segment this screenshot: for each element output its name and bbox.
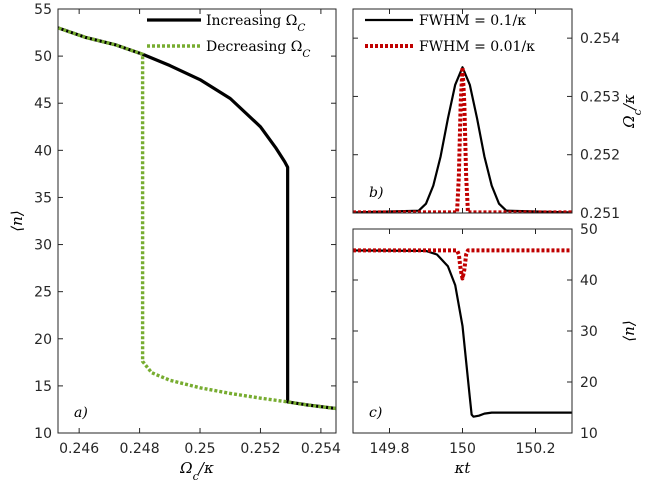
- xtick-label-c: 149.8: [369, 441, 409, 457]
- ytick-label-a: 45: [34, 96, 52, 112]
- xtick-label-a: 0.25: [184, 441, 215, 457]
- axes-frame-a: [57, 8, 337, 434]
- panel-label-b: b): [369, 185, 383, 201]
- series-a-2-line: [58, 26, 336, 411]
- panel-c: 10 20 30 40 50 149.8 150 150.2 κt ⟨n⟩ c): [352, 222, 638, 477]
- ytick-label-a: 10: [34, 426, 52, 442]
- legend-b: FWHM = 0.1/κ FWHM = 0.01/κ: [365, 13, 535, 55]
- ylabel-b: Ωc/κ: [620, 94, 644, 129]
- ytick-label-b: 0.252: [580, 148, 620, 164]
- panel-label-c: c): [369, 405, 382, 421]
- ytick-label-c: 40: [580, 273, 598, 289]
- series-b-1-line: [353, 66, 572, 213]
- legend-a: Increasing ΩC Decreasing ΩC: [147, 13, 310, 60]
- ytick-label-b: 0.254: [580, 31, 620, 47]
- legend-label-a-2: Decreasing ΩC: [206, 39, 310, 60]
- ytick-label-b: 0.253: [580, 89, 620, 105]
- ylabel-c: ⟨n⟩: [620, 320, 638, 341]
- panel-label-a: a): [74, 405, 88, 421]
- series-a-1-line: [58, 26, 336, 411]
- legend-label-b-2: FWHM = 0.01/κ: [419, 39, 535, 55]
- xlabel-c: κt: [454, 459, 472, 477]
- ytick-label-b: 0.251: [580, 206, 620, 222]
- ylabel-a: ⟨n⟩: [8, 210, 26, 231]
- xlabel-a: Ωc/κ: [179, 459, 214, 483]
- ytick-label-c: 50: [580, 222, 598, 238]
- ytick-label-a: 40: [34, 143, 52, 159]
- xtick-label-c: 150.2: [515, 441, 555, 457]
- xtick-label-a: 0.246: [59, 441, 99, 457]
- ytick-label-a: 20: [34, 332, 52, 348]
- ytick-label-a: 35: [34, 190, 52, 206]
- panel-a: 10 15 20 25 30 35 40 45 50 55 0.246 0.248 0.25 0.252 0…: [8, 2, 341, 483]
- series-c-2-line: [353, 248, 572, 281]
- ytick-label-a: 50: [34, 49, 52, 65]
- xtick-label-a: 0.254: [301, 441, 341, 457]
- ytick-label-c: 10: [580, 426, 598, 442]
- legend-label-b-1: FWHM = 0.1/κ: [419, 13, 526, 29]
- ytick-label-c: 20: [580, 375, 598, 391]
- ytick-label-c: 30: [580, 324, 598, 340]
- ytick-label-a: 25: [34, 285, 52, 301]
- xtick-label-c: 150: [449, 441, 476, 457]
- ytick-label-a: 55: [34, 2, 52, 18]
- series-c-1-line: [353, 249, 572, 418]
- ytick-label-a: 30: [34, 238, 52, 254]
- series-b-2-line: [353, 65, 572, 213]
- xtick-label-a: 0.252: [240, 441, 280, 457]
- ytick-label-a: 15: [34, 379, 52, 395]
- legend-label-a-1: Increasing ΩC: [206, 13, 305, 34]
- xtick-label-a: 0.248: [120, 441, 160, 457]
